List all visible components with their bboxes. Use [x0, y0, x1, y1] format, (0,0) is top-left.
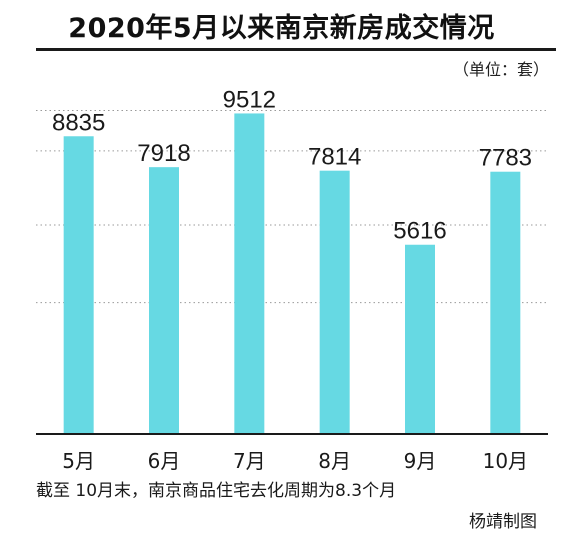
bar	[63, 136, 94, 434]
chart-title: 2020年5月以来南京新房成交情况	[68, 13, 495, 44]
bar	[490, 171, 521, 435]
bar	[234, 113, 265, 434]
data-label: 8835	[52, 109, 105, 136]
data-label: 5616	[393, 218, 446, 245]
data-label: 7814	[308, 144, 361, 171]
x-tick-label: 9月	[404, 449, 437, 473]
data-label: 7918	[137, 140, 190, 167]
title-rule	[36, 48, 556, 51]
bar	[149, 167, 179, 435]
x-tick-label: 6月	[148, 449, 181, 473]
x-tick-label: 10月	[483, 449, 528, 473]
unit-label: （单位：套）	[452, 60, 549, 79]
x-tick-label: 5月	[62, 449, 95, 473]
x-tick-label: 7月	[233, 449, 266, 473]
footnote: 截至 10月末，南京商品住宅去化周期为8.3个月	[36, 481, 397, 501]
bar	[405, 244, 435, 434]
data-label: 9512	[223, 86, 276, 113]
credit: 杨靖制图	[469, 512, 537, 532]
data-label: 7783	[479, 145, 532, 172]
x-tick-label: 8月	[318, 449, 351, 473]
bar	[319, 170, 350, 434]
